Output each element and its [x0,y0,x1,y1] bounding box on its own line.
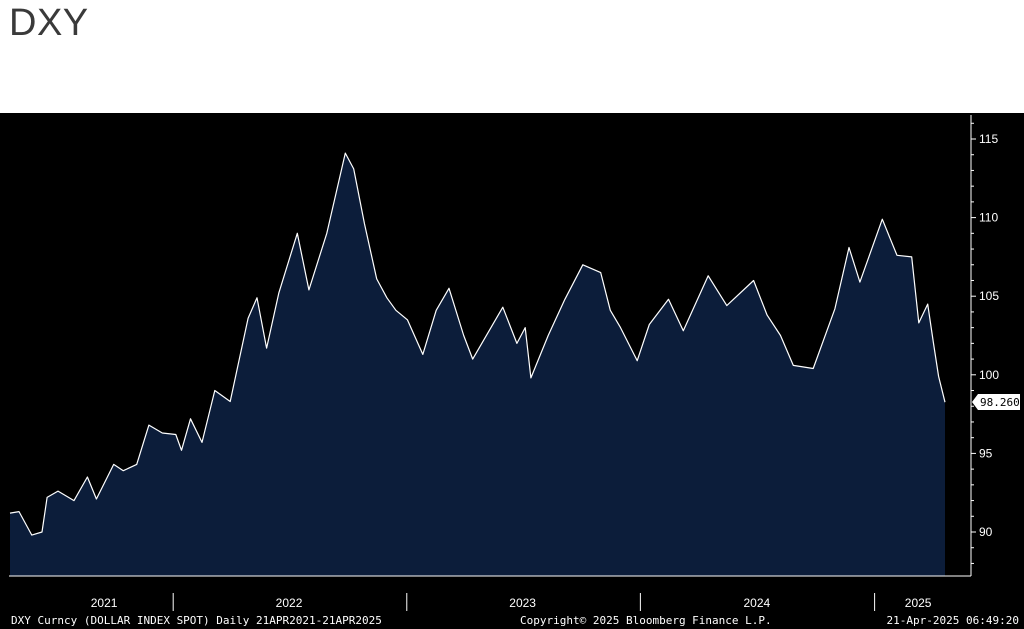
footer-right: 21-Apr-2025 06:49:20 [887,614,1019,627]
last-value-badge [972,394,1020,410]
y-tick-label: 115 [979,132,998,146]
x-tick-label: 2023 [509,596,536,610]
y-tick-label: 110 [979,211,998,225]
y-tick-label: 90 [979,525,993,539]
page-title: DXY [9,2,89,44]
series-line [9,152,946,536]
y-tick-label: 95 [979,446,993,460]
x-tick-label: 2021 [91,596,118,610]
footer: DXY Curncy (DOLLAR INDEX SPOT) Daily 21A… [11,614,1019,627]
x-tick-label: 2022 [276,596,303,610]
footer-center: Copyright© 2025 Bloomberg Finance L.P. [520,614,772,627]
last-value-label: 98.260 [980,396,1020,409]
y-tick-label: 100 [979,368,999,382]
x-tick-label: 2025 [905,596,932,610]
x-tick-label: 2024 [743,596,770,610]
series-area [10,153,945,576]
area-layer [9,152,946,576]
footer-left: DXY Curncy (DOLLAR INDEX SPOT) Daily 21A… [11,614,382,627]
y-axis: 90 95 100 105 110 115 [970,115,999,576]
x-axis: 2021 2022 2023 2024 2025 [9,575,971,611]
last-value-marker: 98.260 [972,394,1020,410]
y-tick-label: 105 [979,289,999,303]
